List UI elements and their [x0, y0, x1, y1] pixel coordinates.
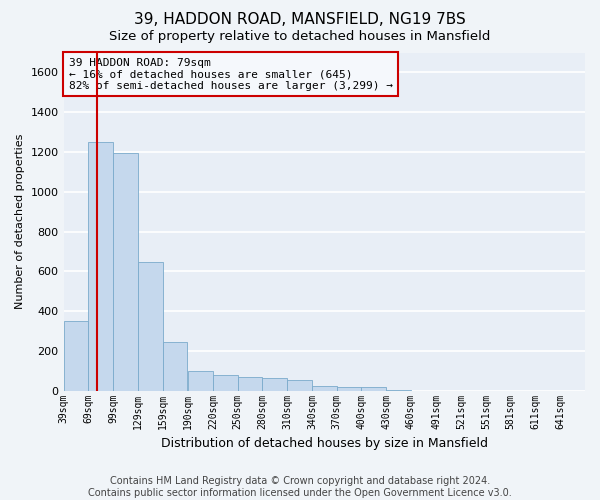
- Y-axis label: Number of detached properties: Number of detached properties: [15, 134, 25, 310]
- Bar: [361, 386, 386, 390]
- Text: 39, HADDON ROAD, MANSFIELD, NG19 7BS: 39, HADDON ROAD, MANSFIELD, NG19 7BS: [134, 12, 466, 28]
- X-axis label: Distribution of detached houses by size in Mansfield: Distribution of detached houses by size …: [161, 437, 488, 450]
- Bar: [188, 370, 213, 390]
- Bar: [138, 262, 163, 390]
- Bar: [213, 374, 238, 390]
- Text: Contains HM Land Registry data © Crown copyright and database right 2024.
Contai: Contains HM Land Registry data © Crown c…: [88, 476, 512, 498]
- Bar: [312, 386, 337, 390]
- Text: 39 HADDON ROAD: 79sqm
← 16% of detached houses are smaller (645)
82% of semi-det: 39 HADDON ROAD: 79sqm ← 16% of detached …: [69, 58, 393, 91]
- Bar: [113, 153, 138, 390]
- Bar: [238, 376, 262, 390]
- Bar: [262, 378, 287, 390]
- Bar: [64, 321, 88, 390]
- Bar: [163, 342, 187, 390]
- Text: Size of property relative to detached houses in Mansfield: Size of property relative to detached ho…: [109, 30, 491, 43]
- Bar: [88, 142, 113, 390]
- Bar: [287, 380, 312, 390]
- Bar: [337, 386, 361, 390]
